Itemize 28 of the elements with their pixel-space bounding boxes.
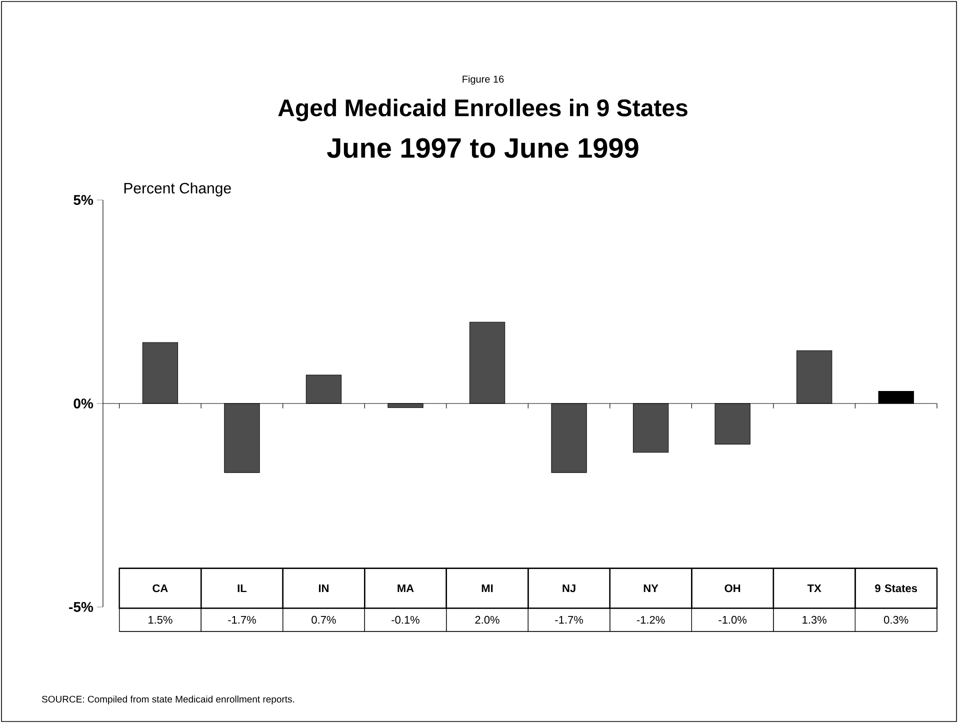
x-tick-label: MA xyxy=(398,584,414,592)
data-label: 0.7% xyxy=(312,616,336,624)
data-label: -1.2% xyxy=(636,616,665,624)
data-label: 0.3% xyxy=(884,616,908,624)
y-tick-label: -5% xyxy=(69,602,94,612)
caption: Figure 16 xyxy=(462,75,504,85)
x-tick-label: CA xyxy=(152,584,168,592)
y-tick-label: 0% xyxy=(74,398,94,408)
data-label: -1.0% xyxy=(718,616,747,624)
data-label: -0.1% xyxy=(392,616,420,624)
data-label: 1.5% xyxy=(148,616,172,624)
y-tick-label: 5% xyxy=(74,195,94,205)
chart-title: Aged Medicaid Enrollees in 9 States xyxy=(278,98,688,122)
x-tick-label: NJ xyxy=(562,584,576,592)
data-label: -1.7% xyxy=(228,616,256,624)
x-tick-label: IL xyxy=(238,584,247,592)
x-tick-label: IN xyxy=(318,584,328,592)
x-tick-label: 9 States xyxy=(875,584,918,592)
x-tick-label: MI xyxy=(482,584,493,592)
data-label: 1.3% xyxy=(802,616,826,624)
chart-subtitle: June 1997 to June 1999 xyxy=(327,138,638,158)
x-tick-label: TX xyxy=(807,584,822,592)
x-tick-label: OH xyxy=(724,584,740,592)
data-label: -1.7% xyxy=(555,616,583,624)
y-axis-title: Percent Change xyxy=(124,182,231,196)
data-label: 2.0% xyxy=(475,616,500,624)
x-tick-label: NY xyxy=(644,584,658,592)
source-note: SOURCE: Compiled from state Medicaid enrollment reports. xyxy=(42,696,294,704)
